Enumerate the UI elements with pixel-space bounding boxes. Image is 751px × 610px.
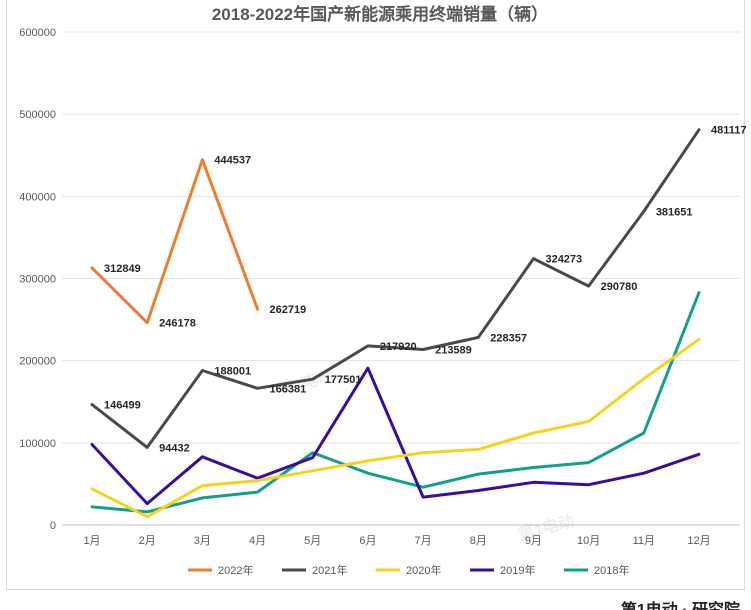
- watermark-text-2: 第1电动: [516, 511, 576, 544]
- y-tick-label: 0: [50, 520, 56, 532]
- x-tick-label: 9月: [525, 535, 542, 547]
- series-line-2018年: [90, 291, 701, 514]
- x-tick-label: 8月: [470, 535, 487, 547]
- y-tick-label: 300000: [19, 274, 56, 286]
- x-tick-label: 5月: [304, 535, 321, 547]
- legend-label: 2022年: [218, 563, 253, 577]
- y-tick-label: 100000: [19, 438, 56, 450]
- x-tick-label: 6月: [359, 535, 376, 547]
- x-axis: 1月 2月 3月 4月 5月 6月 7月 8月 9月 10月 11月 12月: [83, 535, 710, 547]
- legend-label: 2021年: [312, 563, 347, 577]
- data-label: 481117: [711, 125, 747, 137]
- data-label: 213589: [435, 345, 472, 357]
- series-line-2019年: [90, 366, 701, 506]
- legend-label: 2020年: [406, 563, 441, 577]
- series-line-2020年: [90, 337, 701, 519]
- data-label: 444537: [214, 155, 251, 167]
- x-tick-label: 2月: [139, 535, 156, 547]
- footer-logo-text: 第1电动 · 研究院: [621, 600, 740, 610]
- chart-frame: [6, 0, 745, 590]
- y-tick-label: 400000: [19, 191, 56, 203]
- data-label: 262719: [270, 304, 307, 316]
- data-label: 312849: [104, 263, 141, 275]
- data-label: 94432: [159, 442, 190, 454]
- series-line-2021年: [90, 128, 701, 449]
- series-line-2022年: [90, 158, 259, 325]
- y-tick-label: 200000: [19, 356, 56, 368]
- chart-title: 2018-2022年国产新能源乘用终端销量（辆）: [212, 4, 548, 24]
- y-tick-label: 500000: [19, 109, 56, 121]
- data-label: 188001: [214, 366, 251, 378]
- data-label: 381651: [656, 206, 693, 218]
- x-tick-label: 11月: [633, 535, 655, 547]
- x-tick-label: 4月: [249, 535, 266, 547]
- y-tick-label: 600000: [19, 27, 56, 39]
- legend-label: 2019年: [500, 563, 535, 577]
- data-labels: 312849 246178 444537 262719 146499 94432 18800…: [104, 125, 747, 455]
- data-label: 177501: [325, 374, 362, 386]
- x-tick-label: 3月: [194, 535, 211, 547]
- data-label: 228357: [490, 332, 527, 344]
- x-tick-label: 1月: [83, 535, 100, 547]
- data-label: 166381: [270, 383, 307, 395]
- data-label: 246178: [159, 318, 196, 330]
- data-label: 217920: [380, 341, 417, 353]
- legend-label: 2018年: [594, 563, 629, 577]
- x-tick-label: 7月: [415, 535, 432, 547]
- legend: 2022年 2021年 2020年 2019年 2018年: [188, 563, 629, 577]
- y-axis: 0 100000 200000 300000 400000 500000 600000: [19, 27, 56, 532]
- x-tick-label: 10月: [577, 535, 600, 547]
- data-label: 290780: [601, 281, 638, 293]
- data-label: 146499: [104, 400, 141, 412]
- x-tick-label: 12月: [687, 535, 710, 547]
- series-group: [90, 128, 701, 519]
- data-label: 324273: [545, 254, 582, 266]
